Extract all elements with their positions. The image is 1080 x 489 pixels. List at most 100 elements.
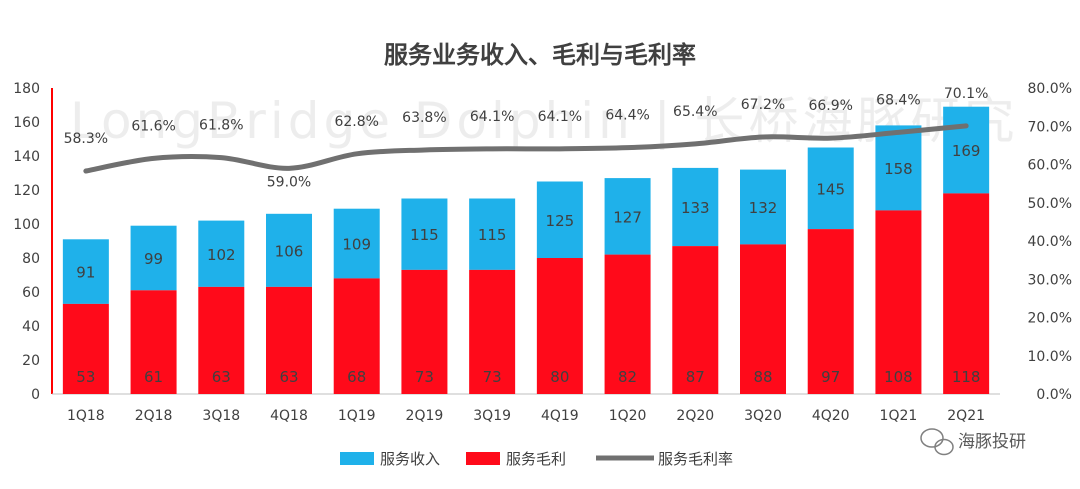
category-label: 3Q18	[202, 408, 240, 424]
left-tick-label: 160	[13, 115, 40, 131]
revenue-value-label: 158	[884, 160, 913, 178]
legend-label-revenue: 服务收入	[380, 450, 440, 468]
category-label: 1Q18	[67, 408, 105, 424]
category-label: 3Q20	[744, 408, 782, 424]
profit-value-label: 63	[279, 368, 298, 386]
margin-value-label: 65.4%	[673, 104, 717, 120]
margin-value-label: 58.3%	[64, 131, 108, 147]
profit-value-label: 53	[76, 368, 95, 386]
left-tick-label: 120	[13, 183, 40, 199]
wechat-icon	[920, 428, 954, 456]
right-tick-label: 80.0%	[1028, 81, 1072, 97]
profit-bar	[469, 269, 516, 394]
profit-value-label: 73	[483, 368, 502, 386]
category-label: 2Q19	[406, 408, 444, 424]
left-tick-label: 100	[13, 217, 40, 233]
profit-value-label: 63	[212, 368, 231, 386]
margin-value-label: 64.1%	[538, 109, 582, 125]
category-label: 4Q19	[541, 408, 579, 424]
left-tick-label: 0	[31, 387, 40, 403]
profit-value-label: 108	[884, 368, 913, 386]
profit-value-label: 68	[347, 368, 366, 386]
profit-bar	[875, 210, 922, 394]
profit-value-label: 80	[550, 368, 569, 386]
legend-label-margin: 服务毛利率	[658, 450, 733, 468]
right-axis-ticks: 0.0% 10.0% 20.0% 30.0% 40.0% 50.0% 60.0% 70.0% 8…	[1028, 81, 1072, 403]
profit-bar	[401, 269, 448, 394]
revenue-bar	[807, 147, 854, 230]
profit-value-label: 82	[618, 368, 637, 386]
margin-value-label: 59.0%	[267, 174, 311, 190]
profit-bar	[333, 278, 380, 394]
profit-value-label: 87	[686, 368, 705, 386]
revenue-bar	[943, 106, 990, 194]
category-label: 2Q18	[135, 408, 173, 424]
revenue-bar	[198, 220, 245, 287]
revenue-bar	[672, 167, 719, 247]
margin-line	[83, 123, 969, 174]
legend-label-profit: 服务毛利	[506, 450, 566, 468]
legend-swatch-profit	[466, 452, 500, 465]
margin-value-label: 67.2%	[741, 97, 785, 113]
profit-value-label: 88	[753, 368, 772, 386]
chart-title: 服务业务收入、毛利与毛利率	[384, 41, 696, 69]
category-label: 1Q20	[609, 408, 647, 424]
margin-line-group: 58.3% 61.6% 61.8% 59.0% 62.8% 63.8% 64.1% 64.1%…	[64, 86, 989, 190]
revenue-value-label: 169	[952, 142, 981, 160]
category-label: 2Q21	[947, 408, 985, 424]
left-tick-label: 140	[13, 149, 40, 165]
profit-bar	[130, 290, 177, 394]
margin-value-label: 61.6%	[131, 118, 175, 134]
margin-value-label: 61.8%	[199, 118, 243, 134]
profit-value-label: 97	[821, 368, 840, 386]
right-tick-label: 50.0%	[1028, 196, 1072, 212]
profit-bar	[740, 244, 786, 394]
profit-value-label: 73	[415, 368, 434, 386]
category-label: 3Q19	[473, 408, 511, 424]
revenue-value-label: 91	[76, 264, 95, 282]
category-label: 1Q19	[338, 408, 376, 424]
revenue-value-label: 99	[144, 250, 163, 268]
margin-value-label: 63.8%	[402, 110, 446, 126]
revenue-value-label: 125	[546, 212, 575, 230]
revenue-value-label: 102	[207, 246, 236, 264]
margin-value-label: 64.1%	[470, 109, 514, 125]
margin-value-label: 68.4%	[876, 92, 920, 108]
bars-group: 91 53 99 61 102 63 106 63 109 68 115 73 115 73 125 80 12…	[62, 106, 990, 394]
profit-bar	[266, 286, 312, 394]
margin-value-label: 64.4%	[605, 108, 649, 124]
right-tick-label: 60.0%	[1028, 158, 1072, 174]
profit-bar	[807, 229, 854, 394]
revenue-bar	[130, 225, 177, 291]
revenue-value-label: 133	[681, 199, 710, 217]
revenue-bar	[266, 213, 312, 287]
margin-value-label: 66.9%	[808, 98, 852, 114]
profit-bar	[943, 193, 990, 394]
margin-value-label: 70.1%	[944, 86, 988, 102]
revenue-value-label: 115	[410, 226, 439, 244]
category-label: 4Q18	[270, 408, 308, 424]
revenue-value-label: 106	[275, 242, 304, 260]
revenue-bar	[401, 198, 448, 270]
brand-name: 海豚投研	[958, 432, 1026, 452]
right-tick-label: 0.0%	[1036, 387, 1072, 403]
left-tick-label: 60	[22, 285, 40, 301]
revenue-value-label: 145	[816, 180, 845, 198]
revenue-bar	[604, 178, 651, 255]
left-tick-label: 40	[22, 319, 40, 335]
right-tick-label: 20.0%	[1028, 311, 1072, 327]
profit-bar	[62, 303, 109, 394]
revenue-value-label: 109	[342, 236, 371, 254]
margin-value-label: 62.8%	[334, 114, 378, 130]
wechat-brand: 海豚投研	[920, 428, 1026, 456]
profit-bar	[536, 258, 583, 394]
watermark-text: LongBridge Dolphin | 长桥海豚研究	[70, 92, 1019, 150]
legend-swatch-revenue	[340, 452, 374, 465]
category-label: 4Q20	[812, 408, 850, 424]
profit-bar	[604, 254, 651, 394]
category-label: 1Q21	[880, 408, 918, 424]
revenue-value-label: 115	[478, 226, 507, 244]
revenue-value-label: 132	[749, 199, 778, 217]
right-tick-label: 40.0%	[1028, 234, 1072, 250]
